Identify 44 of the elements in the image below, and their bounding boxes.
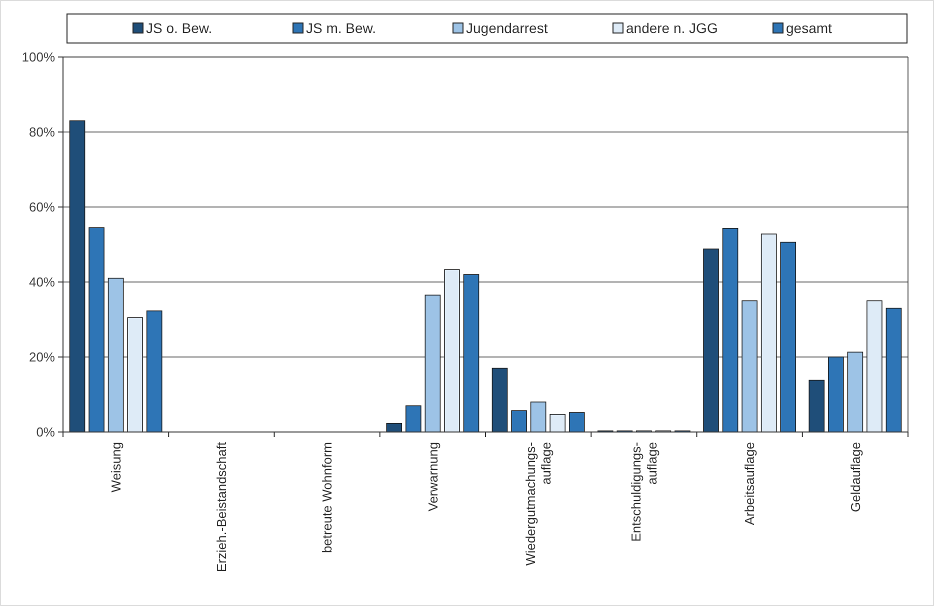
legend-label: Jugendarrest: [466, 20, 548, 36]
bar: [780, 242, 796, 432]
y-tick-label: 40%: [28, 274, 56, 290]
legend-label: andere n. JGG: [626, 20, 718, 36]
bar: [146, 310, 162, 432]
bar: [808, 380, 825, 432]
bar: [530, 402, 546, 432]
x-tick-label: Wiedergutmachungs- auflage: [523, 442, 554, 566]
bar: [760, 234, 777, 432]
bar: [511, 410, 527, 432]
bar: [703, 248, 719, 432]
bar: [742, 300, 758, 432]
x-tick-label: Weisung: [108, 442, 124, 492]
bar: [69, 120, 86, 432]
x-tick-label: Verwarnung: [425, 442, 440, 512]
legend-label: gesamt: [786, 20, 832, 36]
x-tick-label: Erzieh.-Beistandschaft: [214, 442, 229, 572]
bar: [463, 274, 480, 432]
bar: [847, 352, 864, 432]
bar: [386, 422, 402, 432]
x-tick-label: Geldauflage: [848, 442, 863, 512]
bar: [828, 356, 844, 432]
bar: [886, 308, 902, 432]
legend-label: JS o. Bew.: [146, 20, 212, 36]
y-tick-label: 20%: [28, 350, 56, 365]
bar: [405, 405, 422, 432]
bar: [88, 227, 104, 432]
bar: [568, 412, 585, 432]
y-tick-label: 60%: [28, 200, 56, 215]
bar: [108, 278, 124, 432]
x-tick-label: Arbeitsauflage: [742, 442, 758, 526]
x-tick-label: betreute Wohnform: [320, 442, 335, 554]
bar: [550, 414, 566, 432]
bar: [444, 269, 460, 432]
x-tick-label: Entschuldigungs- auflage: [628, 442, 660, 542]
y-tick-label: 80%: [28, 124, 56, 140]
bar: [492, 368, 508, 432]
legend-label: JS m. Bew.: [306, 20, 376, 36]
bar: [127, 317, 144, 432]
bar: [722, 228, 738, 432]
y-tick-label: 0%: [36, 424, 56, 440]
bar: [866, 300, 882, 432]
bar: [424, 294, 441, 432]
y-tick-label: 100%: [22, 50, 56, 65]
